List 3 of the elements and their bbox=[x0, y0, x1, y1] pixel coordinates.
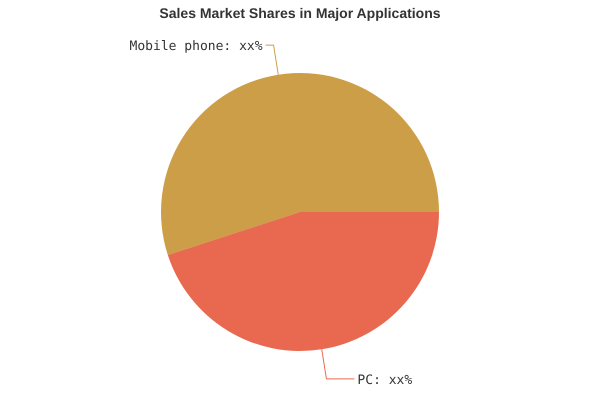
slice-label: PC: xx% bbox=[357, 372, 412, 388]
chart-title: Sales Market Shares in Major Applications bbox=[159, 5, 441, 21]
slice-label: Mobile phone: xx% bbox=[130, 39, 263, 54]
